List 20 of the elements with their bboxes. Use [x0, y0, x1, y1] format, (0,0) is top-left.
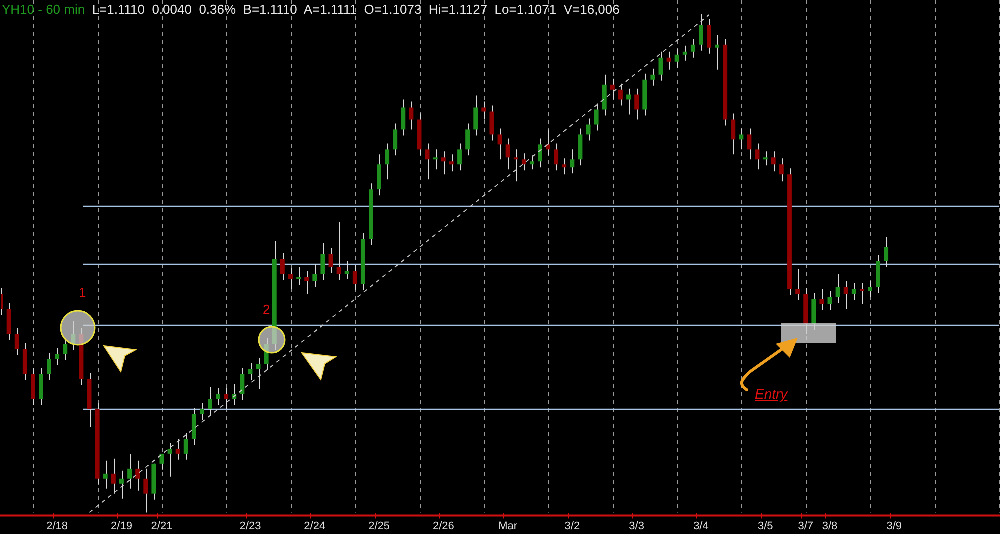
x-tick-label: 2/26 [432, 520, 454, 532]
x-tick-label: 2/21 [151, 520, 173, 532]
x-tick-label: 3/3 [629, 520, 644, 532]
x-tick-label: 2/25 [368, 520, 390, 532]
annotation: 2 [263, 302, 270, 317]
x-tick-label: Mar [498, 520, 518, 532]
annotation: Entry [755, 386, 788, 402]
x-tick-label: 3/8 [822, 520, 838, 532]
chart-title: YH10 - 60 min [2, 2, 86, 17]
x-tick-label: 3/4 [694, 520, 709, 532]
x-tick-label: 3/9 [886, 520, 902, 532]
x-tick-label: 2/23 [240, 520, 262, 532]
x-tick-label: 2/19 [111, 520, 132, 532]
x-tick-label: 2/24 [304, 520, 326, 532]
chart-subtitle: L=1.1110 0.0040 0.36% B=1.1110 A=1.1111 O=1.1073 Hi=1.1127 Lo=1.1071 V=16,006 [92, 2, 620, 17]
x-tick-label: 3/2 [564, 520, 580, 532]
x-tick-label: 2/18 [46, 520, 68, 532]
annotation: 1 [79, 285, 86, 300]
x-tick-label: 3/5 [758, 520, 774, 532]
x-tick-label: 3/7 [798, 520, 814, 532]
